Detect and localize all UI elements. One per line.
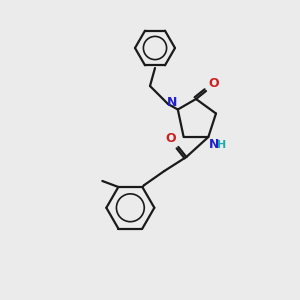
Text: O: O [208, 77, 219, 90]
Text: N: N [167, 95, 177, 109]
Text: O: O [166, 132, 176, 145]
Text: N: N [209, 138, 220, 151]
Text: H: H [217, 140, 226, 150]
